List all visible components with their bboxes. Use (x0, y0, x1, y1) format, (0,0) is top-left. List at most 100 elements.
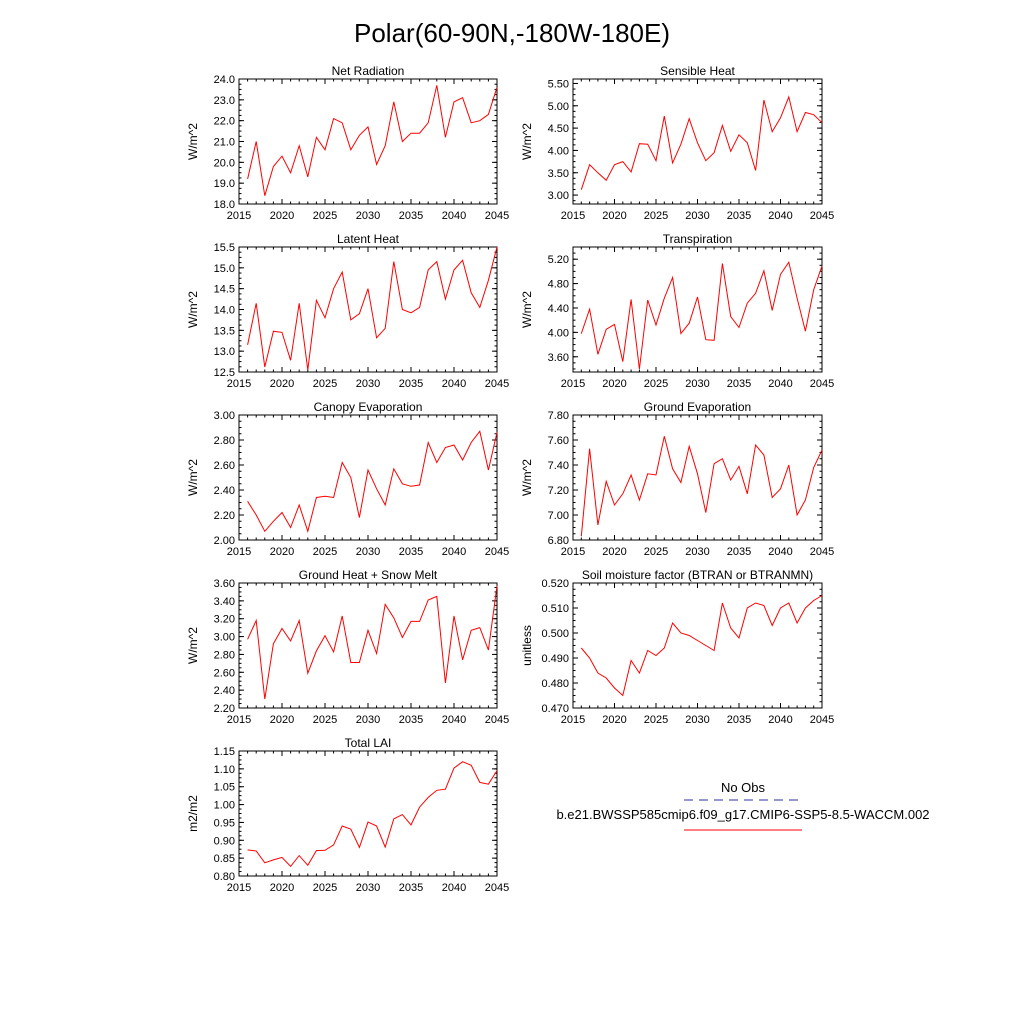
y-tick-label: 0.520 (541, 578, 569, 590)
y-tick-label: 13.5 (214, 325, 235, 337)
x-tick-label: 2015 (227, 714, 251, 726)
y-tick-label: 6.80 (548, 535, 569, 547)
panel-title: Latent Heat (337, 232, 400, 246)
y-tick-label: 0.470 (541, 703, 569, 715)
y-tick-label: 5.50 (548, 78, 569, 90)
x-tick-label: 2020 (270, 210, 294, 222)
panels: Net Radiation W/m^2 2015 2020 2025 2030 2035 20… (186, 64, 834, 894)
x-tick-label: 2025 (644, 210, 668, 222)
y-tick-label: 3.20 (214, 614, 235, 626)
x-tick-label: 2020 (602, 546, 626, 558)
x-tick-label: 2025 (644, 714, 668, 726)
panel-title: Total LAI (345, 736, 392, 750)
x-tick-label: 2035 (399, 882, 423, 894)
x-tick-label: 2040 (768, 546, 792, 558)
chart-panel: Canopy Evaporation W/m^2 2015 2020 2025 2030 2… (186, 400, 509, 558)
y-tick-label: 4.00 (548, 145, 569, 157)
x-tick-label: 2035 (727, 378, 751, 390)
y-tick-label: 24.0 (214, 74, 235, 86)
plot-frame (238, 582, 498, 709)
y-tick-label: 19.0 (214, 178, 235, 190)
chart-panel: Ground Heat + Snow Melt W/m^2 2015 2020 2025… (186, 568, 509, 726)
y-tick-label: 4.50 (548, 123, 569, 135)
y-tick-label: 0.500 (541, 628, 569, 640)
y-axis-label: W/m^2 (186, 627, 200, 664)
x-tick-label: 2045 (485, 882, 509, 894)
x-tick-label: 2030 (685, 714, 709, 726)
y-tick-label: 7.80 (548, 410, 569, 422)
y-tick-label: 1.15 (214, 746, 235, 758)
y-tick-label: 7.00 (548, 510, 569, 522)
series-line (580, 95, 823, 190)
y-tick-label: 3.00 (214, 410, 235, 422)
chart-panel: Sensible Heat W/m^2 2015 2020 2025 2030 2035 20… (520, 64, 834, 222)
y-tick-label: 15.5 (214, 242, 235, 254)
panel-title: Transpiration (663, 232, 733, 246)
y-tick-label: 22.0 (214, 116, 235, 128)
y-tick-label: 3.00 (214, 632, 235, 644)
y-axis-label: W/m^2 (186, 123, 200, 160)
series-line (580, 260, 823, 370)
chart-panel: Transpiration W/m^2 2015 2020 2025 2030 2035 20… (520, 232, 834, 390)
x-tick-label: 2035 (727, 546, 751, 558)
series-line (580, 436, 823, 537)
y-tick-label: 2.80 (214, 435, 235, 447)
x-tick-label: 2025 (313, 378, 337, 390)
x-tick-label: 2015 (227, 378, 251, 390)
x-tick-label: 2025 (313, 210, 337, 222)
x-tick-label: 2045 (485, 378, 509, 390)
panel-title: Ground Heat + Snow Melt (299, 568, 438, 582)
x-tick-label: 2015 (561, 546, 585, 558)
legend-obs-label: No Obs (721, 780, 766, 795)
y-axis-label: W/m^2 (520, 123, 534, 160)
y-axis-label: unitless (520, 625, 534, 666)
y-tick-label: 14.5 (214, 284, 235, 296)
x-tick-label: 2015 (227, 210, 251, 222)
x-tick-label: 2040 (442, 378, 466, 390)
y-tick-label: 7.20 (548, 485, 569, 497)
x-tick-label: 2040 (768, 714, 792, 726)
x-tick-label: 2045 (485, 210, 509, 222)
y-tick-label: 3.00 (548, 190, 569, 202)
x-tick-label: 2025 (644, 378, 668, 390)
y-axis-label: W/m^2 (520, 459, 534, 496)
panel-title: Soil moisture factor (BTRAN or BTRANMN) (582, 568, 813, 582)
x-tick-label: 2030 (356, 210, 380, 222)
x-tick-label: 2015 (227, 546, 251, 558)
x-tick-label: 2025 (313, 546, 337, 558)
plot-frame (572, 582, 823, 709)
y-tick-label: 1.00 (214, 800, 235, 812)
x-tick-label: 2020 (270, 882, 294, 894)
series-line (247, 246, 498, 370)
y-tick-label: 13.0 (214, 346, 235, 358)
x-tick-label: 2015 (561, 378, 585, 390)
x-tick-label: 2030 (356, 714, 380, 726)
panel-title: Net Radiation (332, 64, 405, 78)
y-tick-label: 3.50 (548, 168, 569, 180)
panel-title: Canopy Evaporation (314, 400, 423, 414)
x-tick-label: 2020 (602, 210, 626, 222)
plot-frame (238, 750, 498, 877)
chart-panel: Latent Heat W/m^2 2015 2020 2025 2030 2035 2040… (186, 232, 509, 390)
y-tick-label: 21.0 (214, 137, 235, 149)
y-tick-label: 2.40 (214, 485, 235, 497)
y-tick-label: 7.40 (548, 460, 569, 472)
y-tick-label: 0.95 (214, 817, 235, 829)
x-tick-label: 2040 (442, 210, 466, 222)
x-tick-label: 2020 (270, 546, 294, 558)
series-line (247, 585, 498, 700)
y-tick-label: 0.480 (541, 678, 569, 690)
x-tick-label: 2040 (768, 378, 792, 390)
y-tick-label: 14.0 (214, 305, 235, 317)
y-tick-label: 2.20 (214, 510, 235, 522)
y-tick-label: 1.05 (214, 782, 235, 794)
y-axis-label: W/m^2 (186, 291, 200, 328)
chart-panel: Net Radiation W/m^2 2015 2020 2025 2030 2035 20… (186, 64, 509, 222)
y-tick-label: 2.80 (214, 649, 235, 661)
x-tick-label: 2045 (810, 714, 834, 726)
y-tick-label: 4.00 (548, 327, 569, 339)
y-axis-label: W/m^2 (186, 459, 200, 496)
x-tick-label: 2030 (356, 546, 380, 558)
x-tick-label: 2035 (399, 378, 423, 390)
